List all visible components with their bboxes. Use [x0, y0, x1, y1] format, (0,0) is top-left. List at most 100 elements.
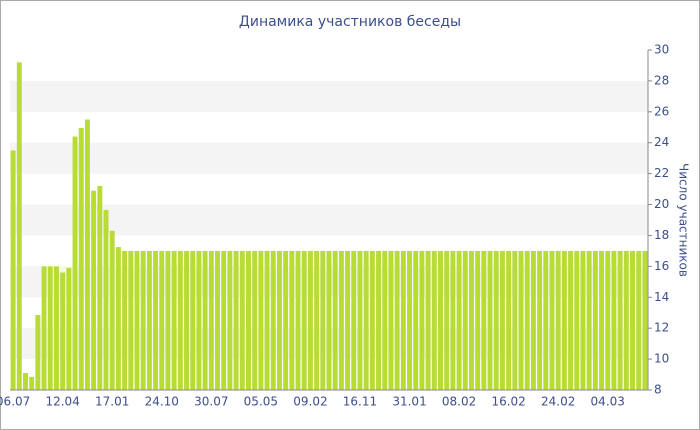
bar	[630, 250, 635, 390]
y-tick-label: 10	[654, 352, 669, 366]
y-tick-label: 24	[654, 135, 669, 149]
bar	[289, 250, 295, 390]
bar	[438, 250, 443, 390]
bar	[23, 373, 28, 390]
bar	[549, 250, 555, 390]
bar	[283, 250, 289, 390]
bar	[184, 250, 190, 390]
x-tick-label: 17.01	[95, 395, 129, 409]
bar	[41, 266, 47, 390]
bar	[425, 250, 431, 390]
bar	[84, 119, 90, 390]
bar	[252, 250, 258, 390]
x-tick-label: 24.02	[541, 395, 575, 409]
x-tick-label: 08.02	[442, 395, 476, 409]
bar	[512, 250, 518, 390]
bar	[382, 250, 388, 390]
bar	[109, 230, 115, 390]
x-tick-label: 24.10	[145, 395, 179, 409]
bar	[245, 250, 251, 390]
y-tick-label: 30	[654, 43, 669, 57]
bar	[35, 315, 41, 390]
bar	[140, 250, 146, 390]
bar	[617, 250, 623, 390]
bar	[487, 250, 493, 390]
bar	[146, 250, 152, 390]
bar	[592, 250, 598, 390]
bar	[190, 250, 196, 390]
bar	[47, 266, 53, 390]
bar	[159, 250, 165, 390]
bar	[580, 250, 586, 390]
y-tick-label: 14	[654, 290, 669, 304]
bar	[506, 250, 512, 390]
bar	[233, 250, 239, 390]
y-tick-label: 16	[654, 259, 669, 273]
bar	[499, 250, 505, 390]
bar	[518, 250, 524, 390]
bar	[568, 250, 574, 390]
bar	[376, 250, 382, 390]
y-tick-label: 28	[654, 73, 669, 87]
bar	[444, 250, 450, 390]
bar	[29, 376, 35, 390]
x-tick-label: 06.07	[0, 395, 30, 409]
bar	[314, 250, 320, 390]
bar	[636, 250, 642, 390]
bar	[400, 250, 406, 390]
bar	[16, 62, 22, 390]
y-tick-label: 26	[654, 104, 669, 118]
bar	[171, 250, 177, 390]
grid-band	[10, 80, 648, 112]
bar	[276, 250, 282, 390]
bar	[301, 250, 307, 390]
bar	[134, 250, 140, 390]
bar	[586, 250, 592, 390]
bar	[177, 250, 183, 390]
chart-title: Динамика участников беседы	[239, 14, 461, 30]
bar	[462, 250, 468, 390]
bar	[561, 250, 567, 390]
y-axis-label: Число участников	[677, 163, 691, 277]
bar	[623, 250, 629, 390]
bar	[115, 247, 121, 390]
bar	[493, 250, 499, 390]
bar	[345, 250, 351, 390]
bar	[91, 190, 97, 390]
bar	[60, 272, 66, 390]
bar	[611, 250, 617, 390]
bar	[363, 250, 369, 390]
y-tick-label: 8	[654, 383, 662, 397]
bar	[270, 250, 276, 390]
bar	[530, 250, 536, 390]
bar	[431, 250, 437, 390]
x-tick-label: 05.05	[244, 395, 278, 409]
bar	[524, 250, 530, 390]
bar	[468, 250, 474, 390]
grid-band	[10, 204, 648, 236]
bar	[475, 250, 481, 390]
x-tick-label: 09.02	[293, 395, 327, 409]
bar	[239, 250, 245, 390]
bar	[419, 250, 425, 390]
x-tick-label: 12.04	[45, 395, 79, 409]
x-tick-label: 16.11	[343, 395, 377, 409]
x-tick-label: 16.02	[491, 395, 525, 409]
bar	[338, 250, 344, 390]
bar	[258, 250, 264, 390]
bar	[456, 250, 462, 390]
bar	[295, 250, 301, 390]
bar	[388, 250, 394, 390]
bar	[208, 250, 214, 390]
y-tick-label: 22	[654, 166, 669, 180]
bar	[605, 250, 611, 390]
bar	[574, 250, 580, 390]
bar	[326, 250, 332, 390]
x-tick-label: 30.07	[194, 395, 228, 409]
bar	[394, 250, 400, 390]
bar	[332, 250, 338, 390]
bar	[450, 250, 456, 390]
bar	[153, 250, 159, 390]
bar	[72, 136, 78, 390]
